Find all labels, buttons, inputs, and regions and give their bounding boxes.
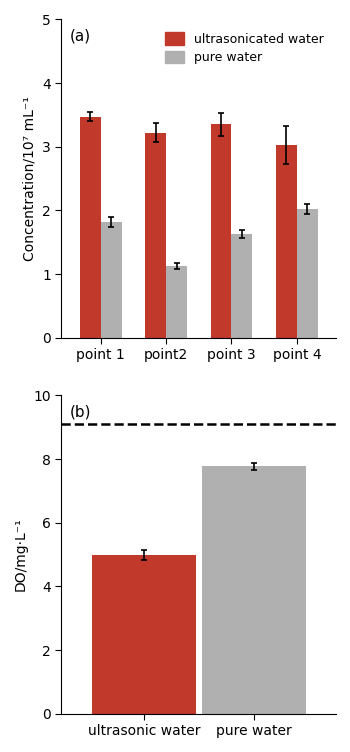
Text: (b): (b) (70, 405, 91, 420)
Bar (297, 209, 318, 338)
Bar (231, 234, 252, 338)
Bar (145, 132, 166, 338)
Y-axis label: DO/mg·L⁻¹: DO/mg·L⁻¹ (14, 517, 28, 591)
Bar (101, 222, 122, 338)
Bar (211, 124, 231, 338)
Bar (92, 555, 196, 714)
Legend: ultrasonicated water, pure water: ultrasonicated water, pure water (159, 26, 330, 71)
Bar (166, 265, 187, 338)
Text: (a): (a) (70, 29, 91, 44)
Bar (276, 145, 297, 338)
Bar (80, 117, 101, 338)
Bar (202, 466, 306, 714)
Y-axis label: Concentration/10⁷ mL⁻¹: Concentration/10⁷ mL⁻¹ (23, 96, 37, 261)
